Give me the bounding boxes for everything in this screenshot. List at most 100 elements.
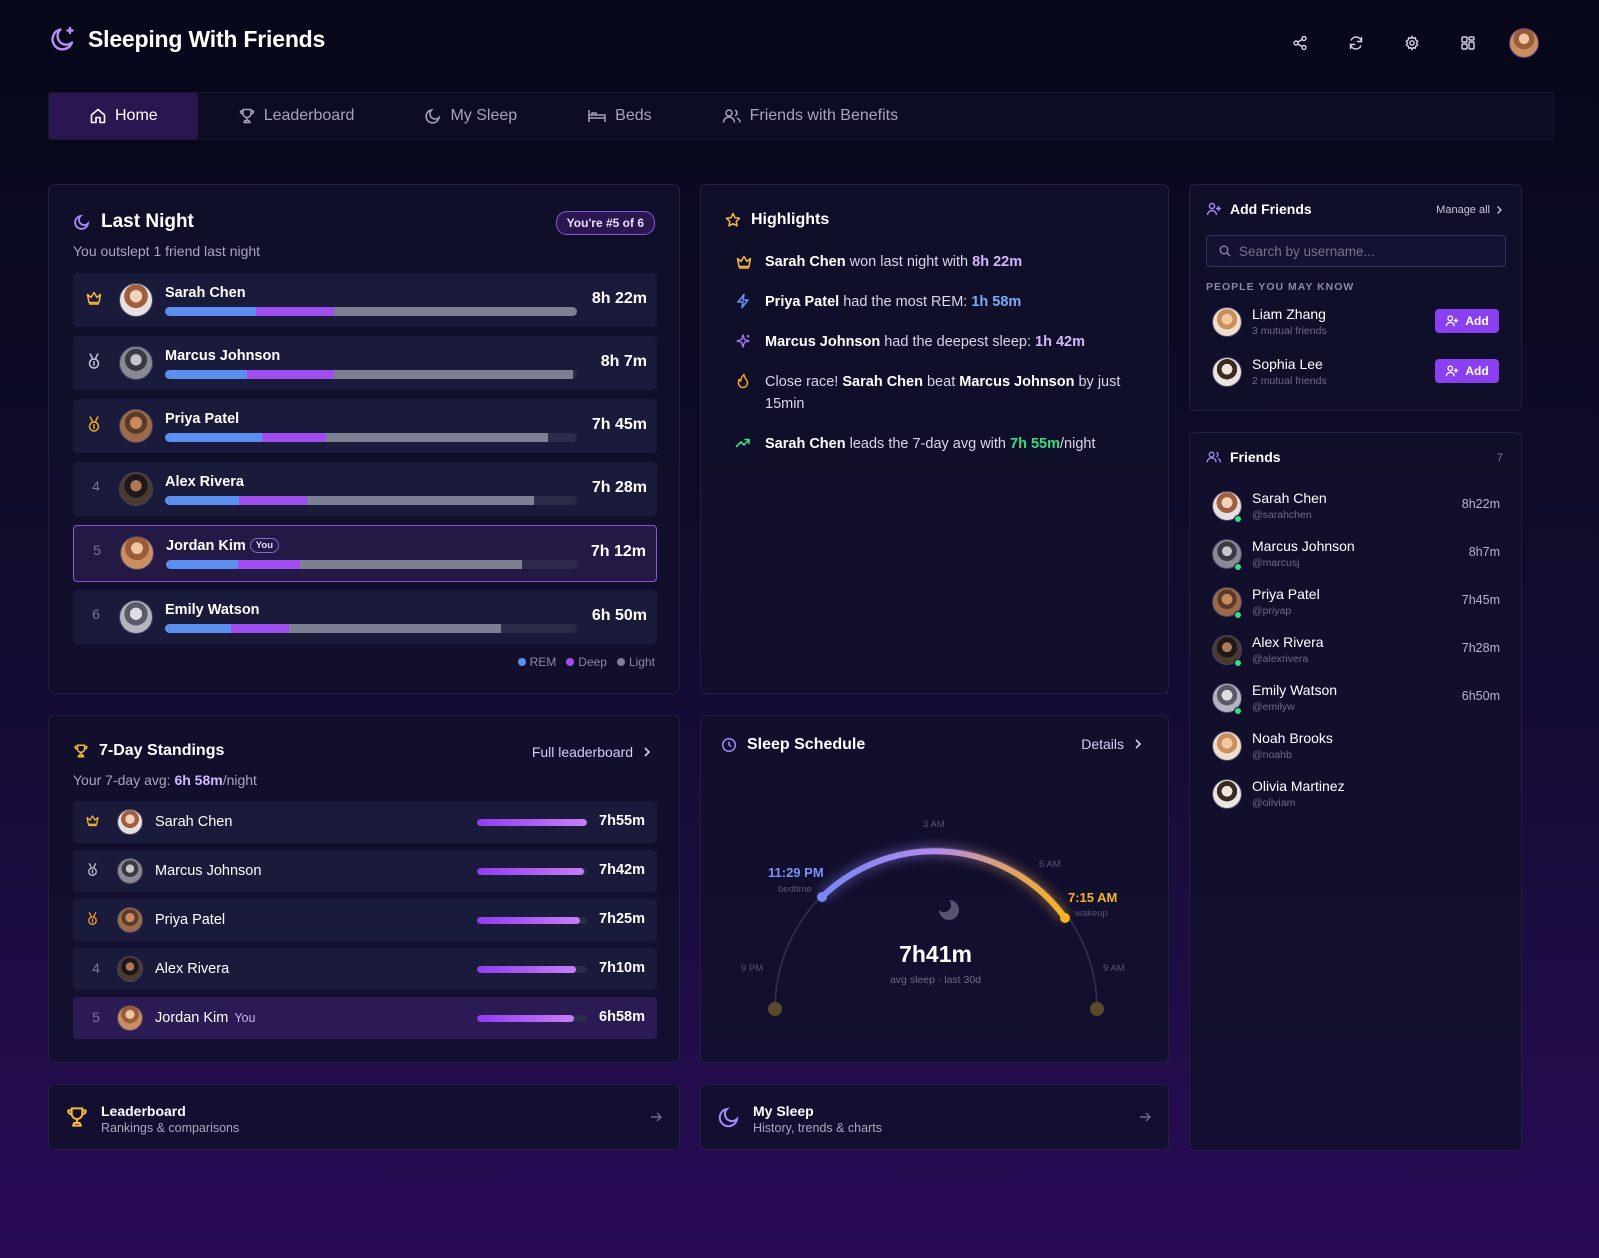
quick-link-leaderboard[interactable]: Leaderboard Rankings & comparisons bbox=[48, 1084, 680, 1150]
manage-all-link[interactable]: Manage all bbox=[1436, 204, 1503, 216]
highlight-fragment: Marcus Johnson bbox=[959, 374, 1075, 390]
leaderboard-row[interactable]: 6 Emily Watson 6h 50m bbox=[73, 590, 657, 644]
grid-icon[interactable] bbox=[1453, 28, 1483, 58]
online-indicator bbox=[1234, 659, 1242, 667]
details-link[interactable]: Details bbox=[1081, 736, 1142, 752]
tab-my-sleep[interactable]: My Sleep bbox=[384, 93, 547, 139]
avatar bbox=[119, 472, 153, 506]
sleep-time: 6h 50m bbox=[591, 607, 647, 624]
add-friends-title: Add Friends bbox=[1230, 201, 1312, 217]
tab-leaderboard[interactable]: Leaderboard bbox=[198, 93, 385, 139]
avatar bbox=[120, 536, 154, 570]
tab-friends-with-benefits[interactable]: Friends with Benefits bbox=[682, 93, 929, 139]
friend-handle: @marcusj bbox=[1252, 557, 1300, 569]
avg-time: 6h58m bbox=[599, 1009, 645, 1025]
friend-sleep-time: 6h50m bbox=[1461, 689, 1500, 703]
standings-row[interactable]: Priya Patel 7h25m bbox=[73, 899, 657, 941]
row-name: Alex Rivera bbox=[165, 474, 244, 490]
leaderboard-row[interactable]: Priya Patel 7h 45m bbox=[73, 399, 657, 453]
wakeup-marker bbox=[1060, 913, 1070, 923]
standings-row[interactable]: Marcus Johnson 7h42m bbox=[73, 850, 657, 892]
name-text: Alex Rivera bbox=[165, 474, 244, 490]
manage-all-label: Manage all bbox=[1436, 204, 1490, 216]
legend-deep: Deep bbox=[566, 655, 607, 669]
last-night-title: Last Night bbox=[101, 211, 194, 232]
standings-row[interactable]: 5 Jordan Kim You 6h58m bbox=[73, 997, 657, 1039]
avg-sleep-bar bbox=[477, 868, 587, 875]
mutual-friends: 3 mutual friends bbox=[1252, 325, 1327, 337]
crown-icon bbox=[85, 813, 107, 828]
tick-9am: 9 AM bbox=[1103, 963, 1125, 974]
bar-segment-light bbox=[288, 624, 501, 633]
chevron-right-icon bbox=[1134, 738, 1142, 750]
gear-icon[interactable] bbox=[1397, 28, 1427, 58]
add-friend-button[interactable]: Add bbox=[1435, 359, 1499, 383]
rank-number: 5 bbox=[92, 1009, 100, 1025]
bar-fill bbox=[477, 966, 576, 973]
online-indicator bbox=[1234, 515, 1242, 523]
tab-home[interactable]: Home bbox=[49, 93, 198, 139]
app-header: Sleeping With Friends bbox=[48, 24, 325, 54]
avatar bbox=[1212, 357, 1242, 387]
share-icon[interactable] bbox=[1285, 28, 1315, 58]
friend-item[interactable]: Noah Brooks @noahb bbox=[1208, 727, 1504, 767]
highlights-card: Highlights Sarah Chen won last night wit… bbox=[700, 184, 1169, 694]
standings-card: 7-Day Standings Full leaderboard Your 7-… bbox=[48, 715, 680, 1063]
leaderboard-row[interactable]: 4 Alex Rivera 7h 28m bbox=[73, 462, 657, 516]
friend-handle: @noahb bbox=[1252, 749, 1292, 761]
friend-handle: @oliviam bbox=[1252, 797, 1296, 809]
tab-label: Beds bbox=[615, 107, 652, 124]
friend-item[interactable]: Sarah Chen @sarahchen 8h22m bbox=[1208, 487, 1504, 527]
last-night-card: Last Night You're #5 of 6 You outslept 1… bbox=[48, 184, 680, 694]
add-friends-header: Add Friends bbox=[1206, 201, 1312, 217]
leaderboard-row[interactable]: 5 Jordan Kim You 7h 12m bbox=[73, 525, 657, 582]
tab-beds[interactable]: Beds bbox=[547, 93, 681, 139]
friend-item[interactable]: Olivia Martinez @oliviam bbox=[1208, 775, 1504, 815]
avatar bbox=[117, 1005, 143, 1031]
full-leaderboard-link[interactable]: Full leaderboard bbox=[532, 744, 651, 760]
legend-light-label: Light bbox=[628, 655, 655, 669]
tab-label: Leaderboard bbox=[263, 107, 355, 124]
avatar bbox=[119, 283, 153, 317]
legend-rem: REM bbox=[517, 655, 556, 669]
row-name: Priya Patel bbox=[155, 912, 225, 928]
avg-prefix: Your 7-day avg: bbox=[73, 772, 175, 788]
leaderboard-row[interactable]: Sarah Chen 8h 22m bbox=[73, 273, 657, 327]
leaderboard-row[interactable]: Marcus Johnson 8h 7m bbox=[73, 336, 657, 390]
friend-item[interactable]: Emily Watson @emilyw 6h50m bbox=[1208, 679, 1504, 719]
name-text: Marcus Johnson bbox=[165, 348, 281, 364]
rank-number: 6 bbox=[92, 606, 100, 622]
mutual-friends: 2 mutual friends bbox=[1252, 375, 1327, 387]
trophy-icon bbox=[65, 1105, 89, 1129]
sleep-time: 7h 45m bbox=[591, 416, 647, 433]
refresh-icon[interactable] bbox=[1341, 28, 1371, 58]
quick-link-my-sleep[interactable]: My Sleep History, trends & charts bbox=[700, 1084, 1169, 1150]
sleep-stage-bar bbox=[165, 496, 577, 505]
chevron-right-icon bbox=[643, 746, 651, 758]
friend-sleep-time: 7h28m bbox=[1461, 641, 1500, 655]
seven-day-avg: Your 7-day avg: 6h 58m/night bbox=[73, 772, 257, 788]
avg-value: 6h 58m bbox=[174, 772, 223, 788]
friend-sleep-time: 8h7m bbox=[1468, 545, 1500, 559]
sleep-schedule-card: Sleep Schedule Details 9 PM 3 AM 6 AM 9 … bbox=[700, 715, 1169, 1063]
standings-row[interactable]: Sarah Chen 7h55m bbox=[73, 801, 657, 843]
trophy-icon bbox=[238, 107, 256, 125]
name-text: Priya Patel bbox=[165, 411, 240, 427]
row-name: Sarah Chen bbox=[165, 285, 246, 301]
arrow-right-icon bbox=[649, 1110, 663, 1124]
last-night-header: Last Night bbox=[73, 211, 194, 233]
row-name: Alex Rivera bbox=[155, 961, 229, 977]
friend-item[interactable]: Priya Patel @priyap 7h45m bbox=[1208, 583, 1504, 623]
sparkle-icon bbox=[735, 331, 753, 353]
friend-name: Emily Watson bbox=[1252, 682, 1338, 698]
search-input[interactable] bbox=[1239, 243, 1489, 259]
bar-segment-deep bbox=[239, 496, 308, 505]
user-avatar[interactable] bbox=[1509, 28, 1539, 58]
avatar bbox=[117, 809, 143, 835]
search-icon bbox=[1219, 245, 1231, 257]
friend-item[interactable]: Marcus Johnson @marcusj 8h7m bbox=[1208, 535, 1504, 575]
add-friend-button[interactable]: Add bbox=[1435, 309, 1499, 333]
add-label: Add bbox=[1465, 314, 1489, 328]
standings-row[interactable]: 4 Alex Rivera 7h10m bbox=[73, 948, 657, 990]
friend-item[interactable]: Alex Rivera @alexrivera 7h28m bbox=[1208, 631, 1504, 671]
